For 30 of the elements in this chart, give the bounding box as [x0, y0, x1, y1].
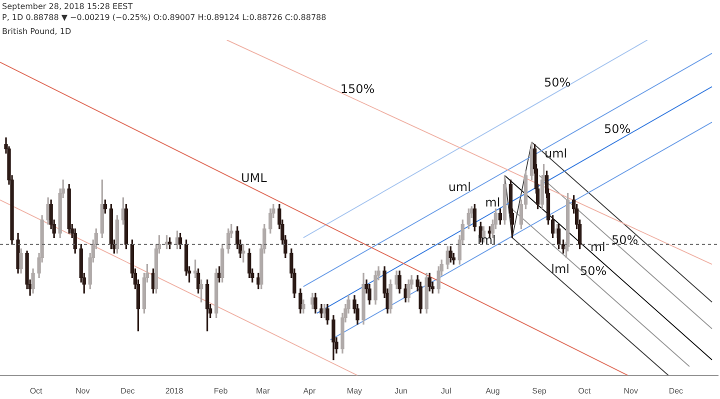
x-tick-label: Nov: [624, 386, 638, 396]
x-tick-label: Sep: [532, 386, 547, 396]
x-tick-label: Jul: [441, 386, 452, 396]
x-tick-label: Dec: [120, 386, 135, 396]
x-tick-label: May: [346, 386, 362, 396]
annotation: 150%: [340, 82, 375, 96]
annotation: 50%: [604, 122, 631, 136]
x-tick-label: Aug: [486, 386, 500, 396]
annotation: ml: [590, 240, 606, 254]
x-tick-label: Jun: [394, 386, 408, 396]
x-tick-label: 2018: [165, 386, 184, 396]
x-tick-label: Oct: [30, 386, 44, 396]
text: P, 1D 0.88788 ▼ −0.00219 (−0.25%) O:0.89007 H:0.89124 L:0.88726 C:0.88788: [2, 12, 326, 23]
x-tick-label: Dec: [668, 386, 684, 396]
x-tick-label: Nov: [76, 386, 90, 396]
annotation: uml: [544, 146, 568, 161]
x-tick-label: Feb: [214, 386, 228, 396]
chart-title: British Pound, 1D: [2, 26, 72, 37]
annotation: 50%: [580, 264, 607, 278]
x-tick-label: Mar: [256, 386, 270, 396]
annotation: 50%: [544, 75, 571, 90]
text: September 28, 2018 15:28 EEST: [2, 1, 134, 12]
x-tick-label: Apr: [303, 386, 316, 396]
annotation: 50%: [612, 233, 638, 248]
annotation: uml: [448, 180, 471, 194]
annotation: lml: [478, 233, 496, 248]
annotation: lml: [551, 262, 570, 276]
x-tick-label: Oct: [578, 386, 592, 396]
annotation: UML: [240, 170, 268, 185]
annotation: ml: [485, 195, 500, 210]
